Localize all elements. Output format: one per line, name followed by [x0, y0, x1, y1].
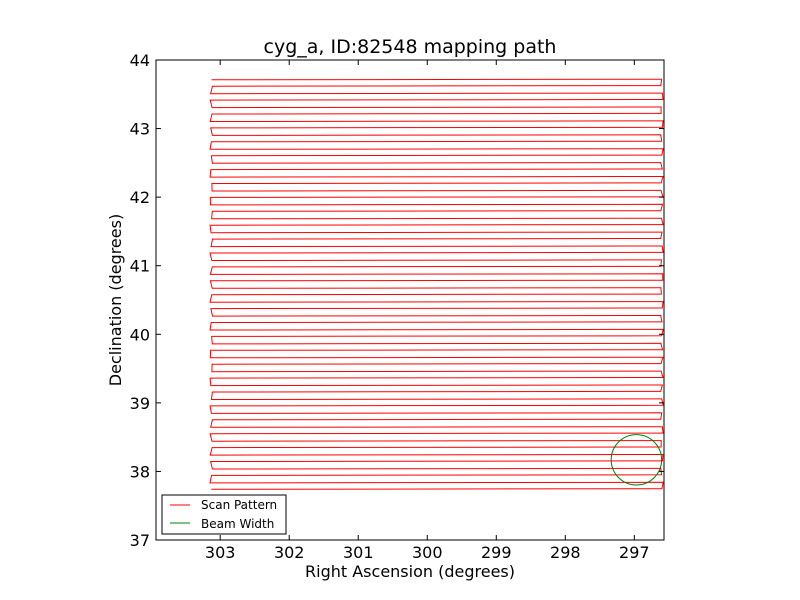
y-tick-label: 41	[130, 257, 150, 276]
y-tick-label: 39	[130, 394, 150, 413]
x-tick-label: 298	[550, 543, 581, 562]
data-layer	[209, 78, 664, 490]
x-tick-label: 299	[481, 543, 512, 562]
legend: Scan Pattern Beam Width	[161, 494, 287, 535]
plot-frame	[155, 59, 665, 541]
y-tick-label: 44	[130, 51, 150, 70]
x-tick-label: 300	[412, 543, 443, 562]
chart-title: cyg_a, ID:82548 mapping path	[264, 36, 557, 58]
y-tick-label: 43	[130, 120, 150, 139]
scan-pattern-line	[209, 78, 664, 490]
x-tick-label: 297	[619, 543, 650, 562]
x-tick-label: 303	[205, 543, 236, 562]
legend-label-beam-width: Beam Width	[201, 517, 274, 531]
legend-label-scan-pattern: Scan Pattern	[201, 498, 277, 512]
plot-area	[156, 60, 664, 540]
beam-width-circle	[610, 434, 663, 486]
y-tick-label: 42	[130, 188, 150, 207]
y-tick-label: 37	[130, 531, 150, 550]
x-tick-label: 302	[274, 543, 305, 562]
y-tick-label: 38	[130, 462, 150, 481]
y-tick-label: 40	[130, 325, 150, 344]
x-tick-label: 301	[343, 543, 374, 562]
x-axis-label: Right Ascension (degrees)	[305, 562, 515, 581]
y-axis-label: Declination (degrees)	[106, 214, 125, 386]
ticks-layer: 303 302 301 300 299 298 297 37 38 39 40 41 42 43 44	[130, 51, 664, 562]
legend-box	[161, 494, 287, 535]
